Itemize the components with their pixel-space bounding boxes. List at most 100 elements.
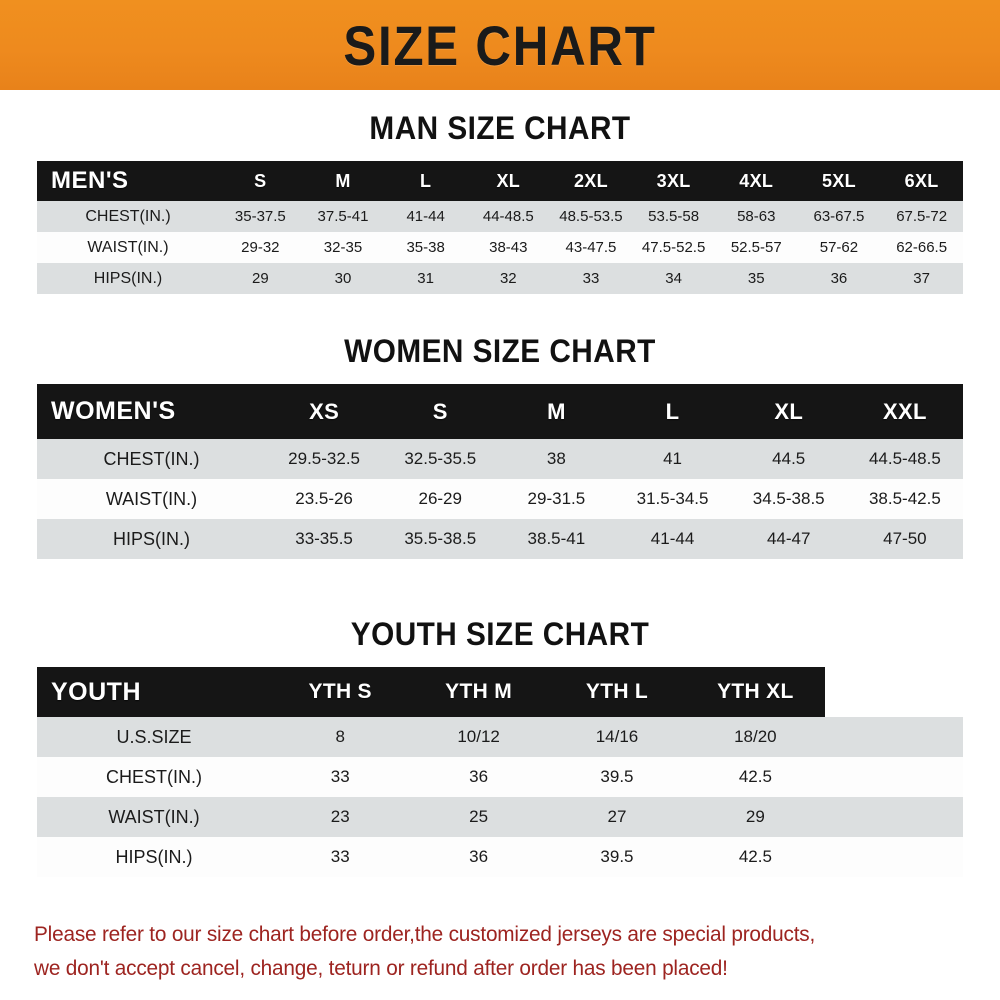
- men-col-header-8: 6XL: [904, 170, 939, 191]
- women-cell-2-1: 35.5-38.5: [382, 519, 499, 559]
- men-cell-1-2: 35-38: [384, 232, 467, 263]
- youth-cell-2-1: 25: [409, 797, 548, 837]
- youth-cell-3-2: 39.5: [547, 837, 687, 877]
- youth-row-label-2: WAIST(IN.): [37, 797, 271, 837]
- youth-row-label-0: U.S.SIZE: [37, 717, 271, 757]
- men-cell-1-1: 32-35: [301, 232, 385, 263]
- men-cell-2-5: 34: [632, 263, 715, 294]
- women-corner-label: WOMEN'S: [51, 397, 176, 425]
- women-table-header: WOMEN'S XS S M L XL XXL: [37, 384, 963, 439]
- men-cell-1-0: 29-32: [219, 232, 302, 263]
- table-row: WAIST(IN.) 23 25 27 29: [37, 797, 963, 837]
- men-cell-0-2: 41-44: [384, 201, 467, 232]
- men-cell-0-0: 35-37.5: [219, 201, 302, 232]
- table-row: CHEST(IN.) 33 36 39.5 42.5: [37, 757, 963, 797]
- men-col-header-6: 4XL: [739, 170, 774, 191]
- women-cell-2-4: 44-47: [730, 519, 847, 559]
- men-cell-1-7: 57-62: [797, 232, 881, 263]
- men-corner-label: MEN'S: [51, 167, 129, 194]
- women-cell-0-4: 44.5: [730, 439, 847, 479]
- youth-size-section: YOUTH SIZE CHART YOUTH YTH S YTH M YTH L…: [37, 616, 963, 877]
- men-cell-1-3: 38-43: [466, 232, 550, 263]
- men-row-label-0: CHEST(IN.): [37, 201, 219, 232]
- youth-cell-0-1: 10/12: [409, 717, 548, 757]
- women-cell-1-4: 34.5-38.5: [730, 479, 847, 519]
- women-cell-1-0: 23.5-26: [266, 479, 383, 519]
- men-cell-0-4: 48.5-53.5: [549, 201, 633, 232]
- youth-section-title: YOUTH SIZE CHART: [350, 616, 650, 652]
- women-table-body: CHEST(IN.) 29.5-32.5 32.5-35.5 38 41 44.…: [37, 439, 963, 559]
- youth-col-header-1: YTH M: [445, 680, 512, 703]
- women-col-header-5: XXL: [883, 398, 927, 424]
- men-row-label-1: WAIST(IN.): [37, 232, 219, 263]
- men-col-header-1: M: [335, 170, 351, 191]
- women-cell-0-5: 44.5-48.5: [846, 439, 963, 479]
- men-col-header-5: 3XL: [656, 170, 691, 191]
- youth-cell-2-0: 23: [271, 797, 410, 837]
- youth-cell-0-3: 18/20: [686, 717, 825, 757]
- youth-header-spacer: [824, 667, 963, 717]
- youth-cell-2-4: [824, 797, 963, 837]
- page-title: SIZE CHART: [343, 13, 657, 77]
- women-header-row: WOMEN'S XS S M L XL XXL: [37, 384, 963, 439]
- women-size-table: WOMEN'S XS S M L XL XXL CHEST(IN.) 29.5-…: [37, 384, 963, 559]
- disclaimer-line-1: Please refer to our size chart before or…: [34, 923, 816, 946]
- table-row: HIPS(IN.) 29 30 31 32 33 34 35 36 37: [37, 263, 963, 294]
- youth-col-header-0: YTH S: [308, 680, 372, 703]
- women-cell-0-2: 38: [498, 439, 615, 479]
- men-cell-1-6: 52.5-57: [714, 232, 798, 263]
- header-banner: SIZE CHART: [0, 0, 1000, 90]
- men-cell-1-8: 62-66.5: [880, 232, 963, 263]
- youth-cell-1-4: [824, 757, 963, 797]
- youth-cell-3-1: 36: [409, 837, 548, 877]
- youth-cell-1-0: 33: [271, 757, 410, 797]
- women-col-header-1: S: [432, 398, 448, 424]
- youth-cell-0-2: 14/16: [547, 717, 687, 757]
- men-cell-2-1: 30: [301, 263, 385, 294]
- youth-col-header-3: YTH XL: [717, 680, 794, 703]
- men-cell-0-3: 44-48.5: [466, 201, 550, 232]
- youth-header-row: YOUTH YTH S YTH M YTH L YTH XL: [37, 667, 963, 717]
- men-section-title: MAN SIZE CHART: [369, 110, 631, 146]
- women-col-header-0: XS: [309, 398, 340, 424]
- youth-cell-1-1: 36: [409, 757, 548, 797]
- men-table-header: MEN'S S M L XL 2XL 3XL 4XL 5XL 6XL: [37, 161, 963, 201]
- women-cell-1-5: 38.5-42.5: [846, 479, 963, 519]
- women-section-title: WOMEN SIZE CHART: [344, 333, 656, 369]
- youth-row-label-1: CHEST(IN.): [37, 757, 271, 797]
- men-cell-2-8: 37: [880, 263, 963, 294]
- youth-cell-1-2: 39.5: [547, 757, 687, 797]
- women-cell-1-2: 29-31.5: [498, 479, 615, 519]
- men-cell-0-6: 58-63: [714, 201, 798, 232]
- men-cell-0-8: 67.5-72: [880, 201, 963, 232]
- men-row-label-2: HIPS(IN.): [37, 263, 219, 294]
- youth-corner-label: YOUTH: [51, 677, 141, 706]
- youth-cell-3-4: [824, 837, 963, 877]
- men-col-header-0: S: [254, 170, 267, 191]
- men-col-header-4: 2XL: [573, 170, 608, 191]
- women-col-header-2: M: [547, 398, 566, 424]
- men-cell-1-4: 43-47.5: [549, 232, 633, 263]
- youth-table-header: YOUTH YTH S YTH M YTH L YTH XL: [37, 667, 963, 717]
- youth-table-body: U.S.SIZE 8 10/12 14/16 18/20 CHEST(IN.) …: [37, 717, 963, 877]
- men-cell-0-1: 37.5-41: [301, 201, 385, 232]
- table-row: WAIST(IN.) 23.5-26 26-29 29-31.5 31.5-34…: [37, 479, 963, 519]
- men-cell-2-0: 29: [219, 263, 302, 294]
- women-cell-0-1: 32.5-35.5: [382, 439, 499, 479]
- men-col-header-3: XL: [496, 170, 521, 191]
- youth-size-table: YOUTH YTH S YTH M YTH L YTH XL U.S.SIZE …: [37, 667, 963, 877]
- men-cell-2-2: 31: [384, 263, 467, 294]
- men-header-row: MEN'S S M L XL 2XL 3XL 4XL 5XL 6XL: [37, 161, 963, 201]
- disclaimer-text: Please refer to our size chart before or…: [34, 918, 961, 986]
- men-cell-2-4: 33: [549, 263, 633, 294]
- youth-cell-2-2: 27: [547, 797, 687, 837]
- women-cell-0-0: 29.5-32.5: [266, 439, 383, 479]
- table-row: WAIST(IN.) 29-32 32-35 35-38 38-43 43-47…: [37, 232, 963, 263]
- men-cell-2-3: 32: [466, 263, 550, 294]
- men-col-header-7: 5XL: [821, 170, 856, 191]
- youth-cell-0-0: 8: [271, 717, 410, 757]
- table-row: CHEST(IN.) 35-37.5 37.5-41 41-44 44-48.5…: [37, 201, 963, 232]
- youth-cell-3-3: 42.5: [686, 837, 825, 877]
- women-cell-0-3: 41: [614, 439, 731, 479]
- men-size-section: MAN SIZE CHART MEN'S S M L XL 2XL 3XL 4X…: [37, 110, 963, 294]
